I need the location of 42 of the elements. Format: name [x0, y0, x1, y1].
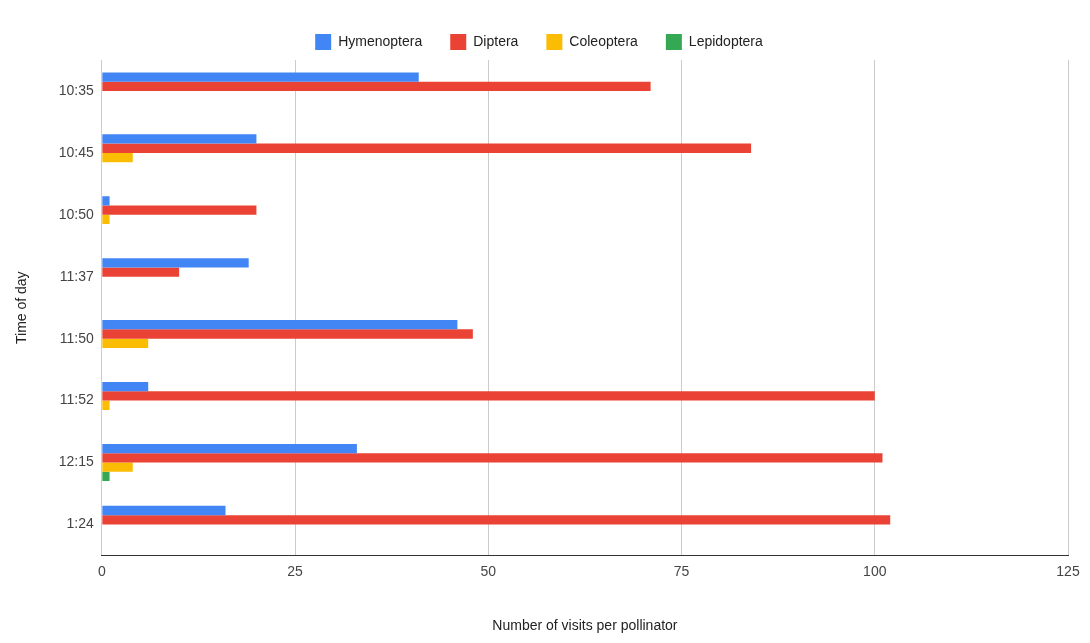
y-tick-label: 11:37 — [59, 267, 95, 284]
bar — [102, 258, 249, 268]
bar — [102, 152, 133, 163]
x-tick-label: 125 — [1056, 562, 1080, 579]
x-tick-label: 50 — [480, 562, 497, 579]
bar — [102, 196, 110, 206]
bar — [102, 214, 110, 225]
y-tick-label: 10:50 — [58, 205, 95, 222]
bar — [102, 338, 149, 348]
y-tick-label: 12:15 — [58, 453, 95, 470]
bar — [102, 471, 110, 482]
bar — [102, 462, 133, 472]
y-tick-label: 11:50 — [59, 329, 95, 346]
bar — [102, 391, 875, 401]
bar — [102, 453, 883, 463]
legend-label: Coleoptera — [569, 32, 639, 49]
x-tick-label: 0 — [97, 562, 106, 579]
bar — [102, 134, 257, 144]
x-axis-title: Number of visits per pollinator — [492, 617, 678, 634]
legend-label: Lepidoptera — [688, 32, 764, 49]
bar — [102, 505, 226, 516]
x-tick-label: 25 — [287, 562, 304, 579]
bar — [102, 267, 180, 277]
y-tick-label: 10:35 — [58, 81, 95, 98]
bar — [102, 515, 891, 525]
bar — [102, 400, 110, 410]
y-axis-title: Time of day — [13, 271, 30, 345]
legend-label: Hymenoptera — [338, 32, 423, 49]
x-tick-label: 100 — [863, 562, 887, 579]
legend-label: Diptera — [473, 32, 519, 49]
bar — [102, 443, 357, 454]
y-tick-label: 11:52 — [59, 391, 95, 408]
bar — [102, 320, 458, 330]
bar — [102, 382, 149, 392]
x-tick-label: 75 — [673, 562, 690, 579]
bar — [102, 205, 257, 215]
y-tick-label: 10:45 — [58, 143, 95, 160]
bar — [102, 329, 473, 339]
bar — [102, 143, 752, 153]
bar — [102, 72, 419, 82]
bar — [102, 81, 651, 91]
y-tick-label: 1:24 — [66, 515, 95, 532]
